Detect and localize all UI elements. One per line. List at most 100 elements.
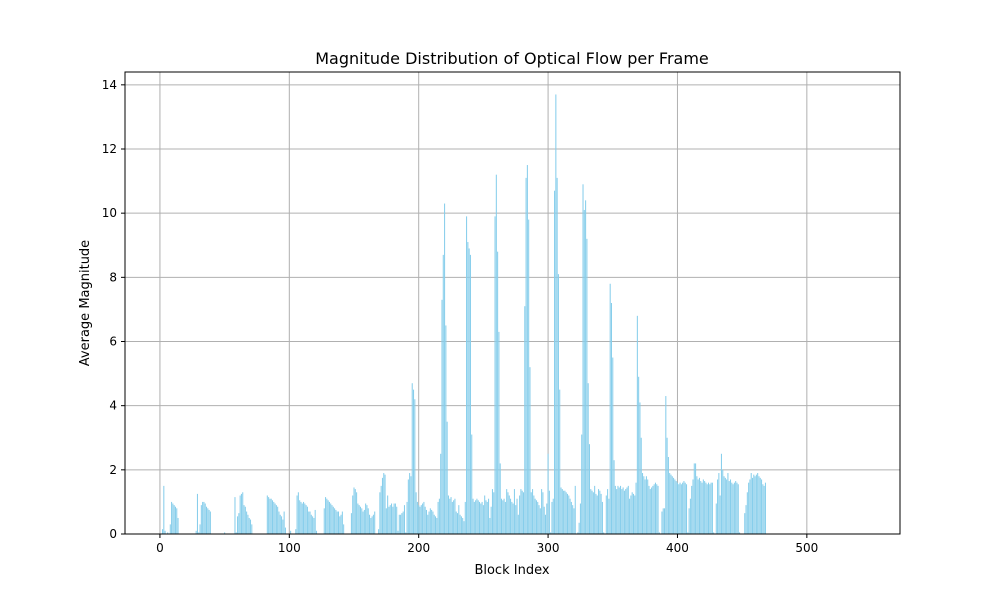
bar [296, 495, 298, 534]
bar [532, 489, 534, 534]
bar [698, 477, 700, 534]
bar [544, 514, 547, 534]
bar [271, 500, 274, 534]
bar [297, 492, 299, 534]
bar [582, 184, 584, 535]
bar [634, 495, 636, 534]
bar [416, 501, 418, 534]
bar [559, 389, 561, 535]
bar [599, 490, 601, 534]
bar [715, 503, 717, 534]
bar [678, 484, 680, 534]
bar [711, 482, 713, 534]
bar [557, 274, 559, 535]
bar [724, 477, 726, 534]
bar [673, 477, 675, 534]
bar [702, 479, 704, 534]
bar [278, 511, 280, 534]
bar [654, 482, 656, 534]
bar [200, 505, 202, 535]
bar [453, 500, 455, 534]
bar [269, 498, 271, 534]
bar [488, 498, 490, 534]
bar [705, 482, 707, 534]
bar [330, 503, 332, 534]
bar [279, 514, 281, 534]
bar [343, 524, 345, 535]
bar [696, 476, 698, 534]
bar [167, 532, 169, 534]
bar [642, 473, 644, 534]
y-axis-ticks: 0 2 4 6 8 10 12 14 [102, 78, 125, 541]
bar [198, 532, 200, 534]
bar [224, 532, 226, 534]
bar [676, 482, 678, 534]
bar [651, 487, 653, 534]
bar [764, 482, 766, 534]
bar [542, 492, 544, 534]
bar [471, 434, 473, 534]
bar [723, 476, 725, 534]
bar [428, 511, 430, 534]
x-tick-label: 100 [278, 541, 301, 555]
bar [510, 498, 512, 534]
bar [684, 482, 686, 534]
bar [353, 487, 355, 534]
bar [299, 500, 301, 534]
y-tick-label: 4 [109, 399, 117, 413]
bar [281, 516, 283, 534]
bar [759, 477, 761, 534]
bar [396, 506, 398, 534]
bar [423, 501, 425, 534]
bar [277, 506, 279, 534]
bar [378, 529, 380, 534]
bar [290, 530, 292, 534]
plot-frame [124, 71, 901, 535]
bar [519, 495, 521, 534]
bar [626, 487, 628, 534]
bar [413, 389, 415, 535]
bar [431, 509, 433, 534]
bar [480, 503, 482, 534]
bar [683, 481, 685, 534]
bar [680, 484, 682, 534]
bar [561, 489, 563, 534]
bar [763, 485, 765, 535]
bar [494, 216, 496, 535]
bar [303, 501, 305, 534]
bar [744, 513, 746, 534]
bar [586, 238, 588, 534]
bar [339, 516, 341, 534]
bar [205, 506, 208, 534]
bar [554, 190, 556, 534]
bar [388, 506, 390, 534]
bar [713, 532, 715, 534]
bar [758, 476, 760, 534]
bar [313, 517, 315, 534]
bar [669, 473, 671, 534]
bar [511, 501, 513, 534]
bar [568, 495, 570, 534]
bar [516, 498, 518, 534]
bar [691, 485, 693, 535]
bar [196, 493, 198, 534]
bar [504, 501, 506, 534]
bar [295, 529, 297, 534]
bar [590, 489, 592, 534]
bar [171, 501, 173, 534]
bar [754, 476, 756, 534]
bar [605, 495, 607, 534]
bar [466, 216, 468, 535]
bar [643, 476, 645, 534]
bar [478, 501, 481, 534]
bar [441, 299, 443, 534]
bar [640, 437, 642, 534]
bar [591, 490, 593, 534]
bar [623, 490, 625, 534]
y-tick-label: 8 [109, 270, 117, 284]
bar [406, 501, 408, 534]
bar [613, 460, 615, 534]
bar [528, 219, 530, 534]
bar [535, 500, 537, 534]
